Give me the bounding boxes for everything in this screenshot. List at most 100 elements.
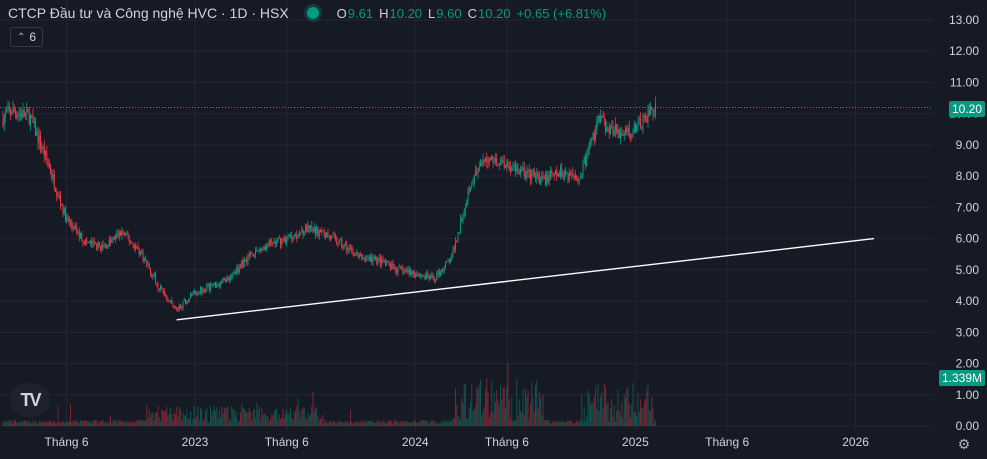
volume-bar <box>276 407 278 426</box>
volume-bar <box>165 411 166 426</box>
candle-body <box>202 289 204 293</box>
candle-body <box>111 239 113 243</box>
volume-bar <box>158 417 160 426</box>
candle-body <box>415 274 416 277</box>
candle-body <box>278 237 280 239</box>
volume-bar <box>138 420 140 426</box>
candle-body <box>256 250 258 252</box>
volume-bar <box>262 414 264 426</box>
candle-body <box>6 111 8 113</box>
volume-bar <box>337 422 339 426</box>
volume-bar <box>47 421 49 426</box>
volume-bar <box>422 420 424 426</box>
candle-body <box>515 164 516 172</box>
volume-bar <box>196 414 198 426</box>
volume-bar <box>225 408 226 426</box>
candle-body <box>223 277 225 280</box>
volume-bar <box>352 423 354 426</box>
volume-bar <box>217 418 219 426</box>
candle-body <box>592 132 594 139</box>
candle-body <box>526 171 528 177</box>
volume-bar <box>56 422 58 426</box>
candle-body <box>82 241 84 243</box>
volume-bar <box>505 408 506 426</box>
symbol-title[interactable]: CTCP Đầu tư và Công nghệ HVC · 1D · HSX <box>8 5 289 21</box>
candle-body <box>472 183 474 185</box>
tradingview-logo[interactable]: TV <box>10 383 50 417</box>
volume-bar <box>581 394 583 426</box>
volume-bar <box>528 418 530 426</box>
volume-bar <box>46 421 48 426</box>
volume-bar <box>233 409 235 426</box>
candle-body <box>50 166 51 174</box>
volume-bar <box>476 386 478 426</box>
volume-bar <box>410 423 411 426</box>
x-tick-label: Tháng 6 <box>705 435 749 449</box>
volume-bar <box>303 408 305 426</box>
candle-body <box>123 233 125 235</box>
volume-bar <box>637 392 639 426</box>
candle-body <box>397 266 399 273</box>
volume-bar <box>327 421 329 426</box>
volume-bar <box>472 411 474 426</box>
volume-bar <box>461 398 463 426</box>
gear-icon[interactable]: ⚙ <box>957 436 971 452</box>
candle-body <box>448 260 450 263</box>
volume-bar <box>261 407 263 426</box>
candle-body <box>156 283 158 285</box>
volume-bar <box>127 422 129 426</box>
candle-body <box>117 234 119 238</box>
volume-bar <box>428 423 430 426</box>
candle-body <box>392 263 394 266</box>
candle-body <box>602 115 604 117</box>
volume-bar <box>223 408 225 426</box>
volume-bar <box>95 419 96 426</box>
candle-body <box>500 162 501 164</box>
candle-body <box>471 183 473 187</box>
volume-bar <box>31 423 33 426</box>
candle-body <box>653 114 655 116</box>
volume-bar <box>113 420 115 426</box>
volume-bar <box>228 419 230 426</box>
candle-body <box>251 253 253 255</box>
candle-body <box>483 159 485 162</box>
candle-body <box>155 274 156 284</box>
candle-body <box>72 226 74 230</box>
volume-bar <box>453 418 455 426</box>
volume-bar <box>295 410 296 426</box>
volume-bar <box>423 420 425 426</box>
volume-bar <box>291 417 293 426</box>
candle-body <box>348 248 350 250</box>
candle-body <box>283 239 285 241</box>
volume-bar <box>420 420 421 426</box>
volume-bar <box>611 398 613 426</box>
volume-indicator-toggle[interactable]: ⌃ 6 <box>10 27 44 47</box>
candle-body <box>588 142 590 151</box>
candle-body <box>637 118 639 126</box>
candle-body <box>608 128 610 135</box>
volume-bar <box>86 420 88 426</box>
candle-body <box>275 242 276 245</box>
volume-bar <box>25 421 26 426</box>
volume-bar <box>308 416 310 426</box>
volume-bar <box>612 416 614 426</box>
volume-bar <box>201 409 203 426</box>
volume-bar <box>536 379 538 426</box>
volume-bar <box>618 411 620 426</box>
candle-body <box>400 266 401 268</box>
volume-bar <box>558 421 560 426</box>
candle-body <box>528 170 530 172</box>
volume-bar <box>486 378 488 426</box>
candle-body <box>43 147 45 157</box>
volume-bar <box>543 420 545 426</box>
candle-body <box>338 239 340 245</box>
candle-body <box>11 113 13 115</box>
volume-bar <box>497 400 499 426</box>
volume-bar <box>375 422 376 426</box>
volume-bar <box>175 413 176 426</box>
volume-bar <box>491 380 493 426</box>
volume-bar <box>42 421 44 426</box>
candle-body <box>458 231 460 233</box>
candle-body <box>340 239 341 241</box>
